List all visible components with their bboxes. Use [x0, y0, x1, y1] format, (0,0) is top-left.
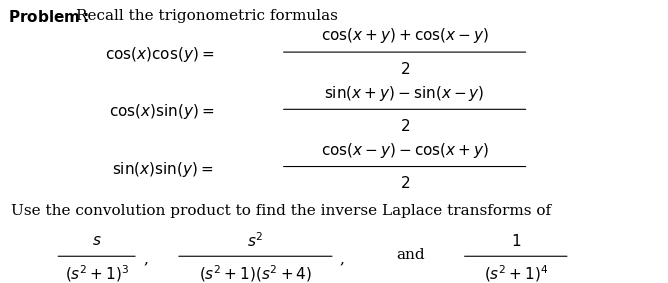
Text: $\cos(x)\cos(y) =$: $\cos(x)\cos(y) =$ [105, 45, 214, 64]
Text: $(s^2+1)(s^2+4)$: $(s^2+1)(s^2+4)$ [199, 263, 312, 283]
Text: $s$: $s$ [92, 234, 102, 248]
Text: $\cos(x - y) - \cos(x + y)$: $\cos(x - y) - \cos(x + y)$ [321, 141, 488, 160]
Text: Use the convolution product to find the inverse Laplace transforms of: Use the convolution product to find the … [11, 204, 551, 218]
Text: ,: , [143, 252, 148, 266]
Text: $\sin(x + y) - \sin(x - y)$: $\sin(x + y) - \sin(x - y)$ [325, 84, 485, 103]
Text: $2$: $2$ [399, 175, 409, 191]
Text: $\cos(x)\sin(y) =$: $\cos(x)\sin(y) =$ [109, 102, 214, 121]
Text: $1$: $1$ [510, 233, 521, 249]
Text: ,: , [340, 252, 345, 266]
Text: $\sin(x)\sin(y) =$: $\sin(x)\sin(y) =$ [112, 160, 214, 179]
Text: $2$: $2$ [399, 118, 409, 134]
Text: $(s^2+1)^4$: $(s^2+1)^4$ [484, 263, 548, 283]
Text: $s^2$: $s^2$ [247, 231, 264, 250]
Text: $\mathbf{Problem:}$: $\mathbf{Problem:}$ [8, 9, 89, 25]
Text: $(s^2+1)^3$: $(s^2+1)^3$ [65, 263, 129, 283]
Text: Recall the trigonometric formulas: Recall the trigonometric formulas [76, 9, 338, 23]
Text: $2$: $2$ [399, 61, 409, 77]
Text: $\cos(x + y) + \cos(x - y)$: $\cos(x + y) + \cos(x - y)$ [321, 27, 488, 46]
Text: and: and [397, 248, 426, 262]
